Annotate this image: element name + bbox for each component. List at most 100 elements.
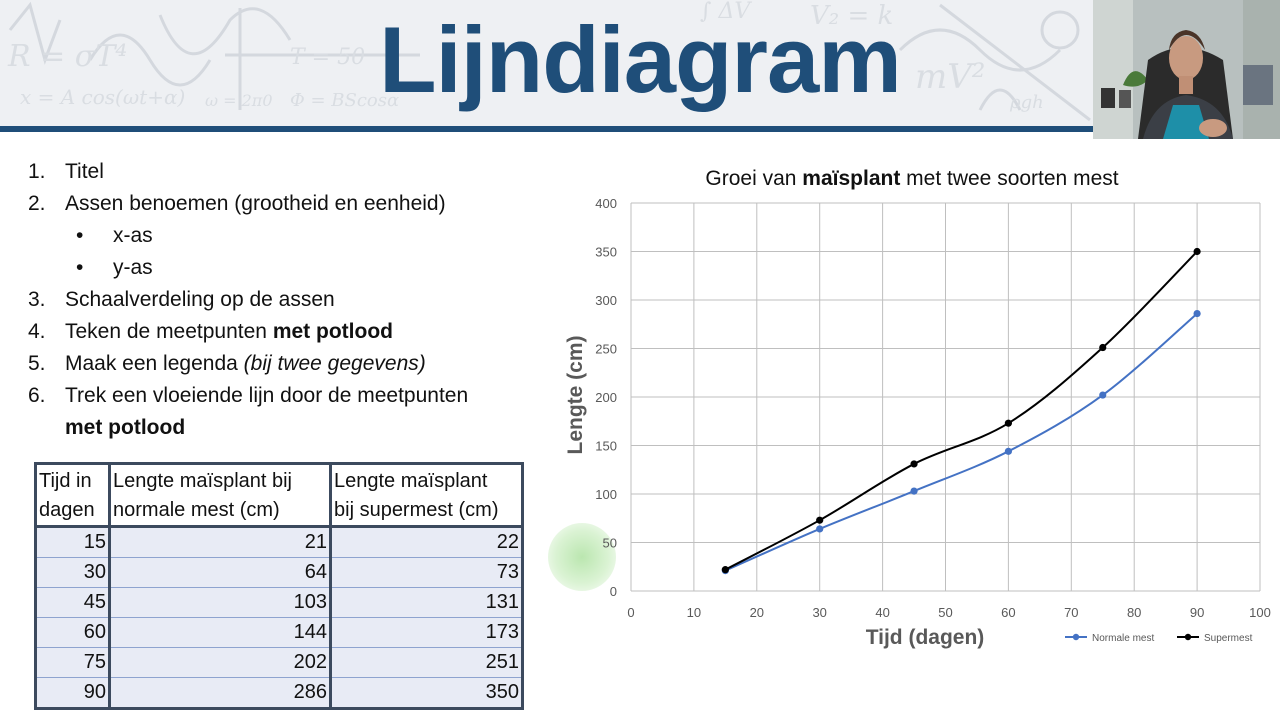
chart-series	[721, 247, 1201, 575]
line-chart: Groei van maïsplant met twee soorten mes…	[564, 167, 1271, 649]
substep-x-axis: • x-as	[28, 220, 568, 252]
chart-title-bold: maïsplant	[802, 167, 900, 190]
step-text: Titel	[65, 160, 104, 183]
svg-text:T = 50: T = 50	[290, 45, 365, 70]
step-number: 6.	[28, 384, 46, 407]
title-underline-bar	[0, 126, 1093, 132]
data-point	[1099, 391, 1107, 399]
substep-y-axis: • y-as	[28, 252, 568, 284]
legend-label: Normale mest	[1092, 633, 1154, 644]
table-cell: 75	[35, 647, 111, 678]
x-tick-label: 60	[1001, 605, 1015, 620]
x-tick-label: 90	[1190, 605, 1204, 620]
step-1: 1. Titel	[28, 156, 568, 188]
formula-background-image: R = σT⁴ x = A cos(ωt+α) ω = 2π0 Φ = BSco…	[7, 0, 1091, 122]
step-text: Teken de meetpunten met potlood	[65, 316, 393, 348]
x-axis-label: Tijd (dagen)	[866, 626, 985, 649]
svg-text:ρgh: ρgh	[1009, 92, 1044, 113]
step-number: 3.	[28, 288, 46, 311]
y-tick-label: 350	[595, 245, 617, 260]
table-cell: 64	[109, 557, 332, 588]
table-row: 60 144 173	[35, 617, 523, 648]
table-cell: 30	[35, 557, 111, 588]
table-cell: 73	[330, 557, 523, 588]
data-point	[816, 516, 824, 524]
chart-title-part: Groei van	[705, 167, 802, 190]
x-tick-label: 0	[627, 605, 634, 620]
data-point	[721, 566, 729, 574]
table-row: 75 202 251	[35, 647, 523, 678]
substep-text: x-as	[113, 224, 153, 247]
table-cell: 144	[109, 617, 332, 648]
y-tick-label: 50	[603, 536, 617, 551]
table-cell: 22	[330, 526, 523, 558]
step-number: 5.	[28, 352, 46, 375]
chart-title-part: met twee soorten mest	[900, 167, 1118, 190]
cursor-highlight	[548, 523, 616, 591]
series-line	[724, 312, 1198, 572]
step-text: Assen benoemen (grootheid en eenheid)	[65, 192, 446, 215]
slide-title: Lijndiagram	[379, 7, 902, 112]
svg-text:∫ ΔV: ∫ ΔV	[700, 0, 752, 24]
table-cell: 202	[109, 647, 332, 678]
data-point	[1004, 447, 1012, 455]
x-tick-label: 50	[938, 605, 952, 620]
table-cell: 103	[109, 587, 332, 618]
chart-legend: Normale mest Supermest	[1065, 633, 1253, 644]
header-line: Lengte maïsplant bij	[113, 470, 293, 492]
table-row: 15 21 22	[35, 526, 523, 558]
step-number: 1.	[28, 160, 46, 183]
chart-title: Groei van maïsplant met twee soorten mes…	[705, 167, 1118, 190]
table-row: 45 103 131	[35, 587, 523, 618]
table-cell: 45	[35, 587, 111, 618]
header-line: bij supermest (cm)	[334, 499, 499, 521]
x-tick-label: 20	[750, 605, 764, 620]
step-3: 3. Schaalverdeling op de assen	[28, 284, 568, 316]
svg-text:x = A cos(ωt+α): x = A cos(ωt+α)	[20, 85, 185, 109]
step-text: Schaalverdeling op de assen	[65, 288, 335, 311]
step-text-plain: Teken de meetpunten	[65, 320, 273, 343]
header-super: Lengte maïsplant bij supermest (cm)	[330, 463, 523, 528]
y-tick-label: 0	[610, 584, 617, 599]
step-text: Maak een legenda (bij twee gegevens)	[65, 348, 426, 380]
y-tick-label: 150	[595, 439, 617, 454]
table-cell: 350	[330, 677, 523, 709]
svg-text:Φ = BScosα: Φ = BScosα	[290, 90, 399, 111]
legend-label: Supermest	[1204, 633, 1253, 644]
substep-text: y-as	[113, 256, 153, 279]
step-6: 6. Trek een vloeiende lijn door de meetp…	[28, 380, 568, 412]
y-tick-label: 300	[595, 293, 617, 308]
x-tick-label: 80	[1127, 605, 1141, 620]
steps-list: 1. Titel 2. Assen benoemen (grootheid en…	[28, 156, 568, 444]
header-line: dagen	[39, 499, 95, 521]
step-text-bold: met potlood	[272, 320, 393, 343]
table-cell: 90	[35, 677, 111, 709]
header-normal: Lengte maïsplant bij normale mest (cm)	[109, 463, 332, 528]
x-tick-labels: 0 10 20 30 40 50 60 70 80 90 100	[627, 605, 1270, 620]
svg-text:R = σT⁴: R = σT⁴	[7, 39, 127, 74]
header-line: Lengte maïsplant	[334, 470, 488, 492]
title-banner: R = σT⁴ x = A cos(ωt+α) ω = 2π0 Φ = BSco…	[0, 0, 1093, 126]
step-6-continuation: met potlood	[28, 412, 568, 444]
x-tick-label: 70	[1064, 605, 1078, 620]
table-cell: 21	[109, 526, 332, 558]
header-line: normale mest (cm)	[113, 499, 280, 521]
legend-marker	[1184, 633, 1192, 641]
data-point	[910, 487, 918, 495]
svg-text:mV²: mV²	[915, 57, 985, 97]
bullet: •	[76, 224, 84, 247]
presenter-webcam-video	[1093, 0, 1280, 139]
bullet: •	[76, 256, 84, 279]
table-row: 90 286 350	[35, 677, 523, 709]
step-5: 5. Maak een legenda (bij twee gegevens)	[28, 348, 568, 380]
step-text-bold: met potlood	[65, 416, 186, 439]
table-cell: 251	[330, 647, 523, 678]
y-tick-labels: 0 50 100 150 200 250 300 350 400	[595, 196, 617, 599]
step-text-plain: Maak een legenda	[65, 352, 244, 375]
step-4: 4. Teken de meetpunten met potlood	[28, 316, 568, 348]
presenter-image	[1093, 0, 1280, 139]
data-point	[1193, 309, 1201, 318]
data-point	[1193, 247, 1201, 256]
legend-marker	[1072, 633, 1080, 641]
x-tick-label: 10	[687, 605, 701, 620]
